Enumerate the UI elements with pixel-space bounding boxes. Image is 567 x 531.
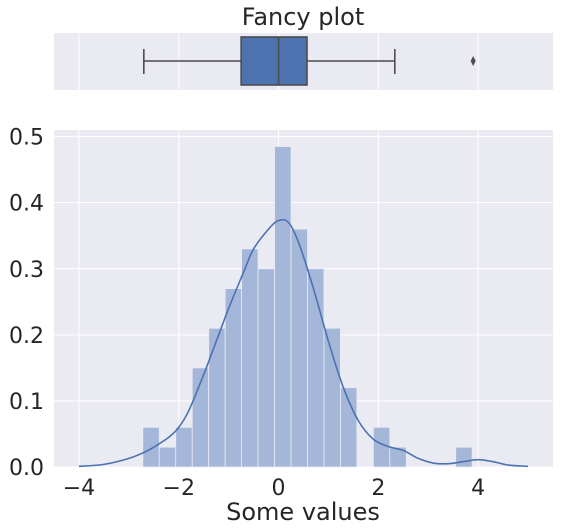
histogram-bar: [455, 446, 473, 468]
chart-title: Fancy plot: [242, 3, 365, 31]
y-tick-label: 0.0: [9, 456, 44, 481]
y-tick-label: 0.2: [9, 324, 44, 349]
histogram-bar: [158, 446, 177, 468]
histogram-bars: [142, 146, 473, 468]
y-tick-label: 0.4: [9, 192, 44, 217]
boxplot: [143, 36, 476, 86]
y-tick-label: 0.5: [9, 126, 44, 151]
outlier-point: [470, 56, 476, 66]
histogram-bar: [323, 327, 341, 468]
histogram-bar: [290, 228, 308, 468]
y-tick-labels: 0.0 0.1 0.2 0.3 0.4 0.5: [9, 126, 44, 481]
x-tick-labels: −4 −2 0 2 4: [63, 476, 485, 501]
y-tick-label: 0.1: [9, 390, 44, 415]
x-tick-label: −4: [63, 476, 95, 501]
histogram-bar: [389, 446, 407, 468]
x-tick-label: 4: [471, 476, 485, 501]
histogram-bar: [274, 146, 292, 468]
histogram-bar: [208, 327, 226, 468]
histogram-bar: [257, 268, 275, 468]
boxplot-axes: Fancy plot: [54, 3, 553, 90]
x-tick-label: 0: [272, 476, 286, 501]
histogram-bar: [340, 387, 358, 468]
x-tick-label: 2: [371, 476, 385, 501]
histogram-bar: [175, 426, 193, 468]
histogram-bar: [372, 426, 391, 468]
x-axis-label: Some values: [226, 498, 380, 526]
histogram-bar: [224, 288, 243, 468]
x-tick-label: −2: [163, 476, 195, 501]
histogram-axes: −4 −2 0 2 4 0.0 0.1 0.2 0.3 0.4 0.5 Some values: [9, 126, 553, 526]
kde-line: [78, 218, 529, 468]
box-iqr: [240, 36, 308, 86]
histogram-bar: [142, 426, 160, 468]
y-tick-label: 0.3: [9, 258, 44, 283]
histogram-bar: [241, 248, 259, 468]
